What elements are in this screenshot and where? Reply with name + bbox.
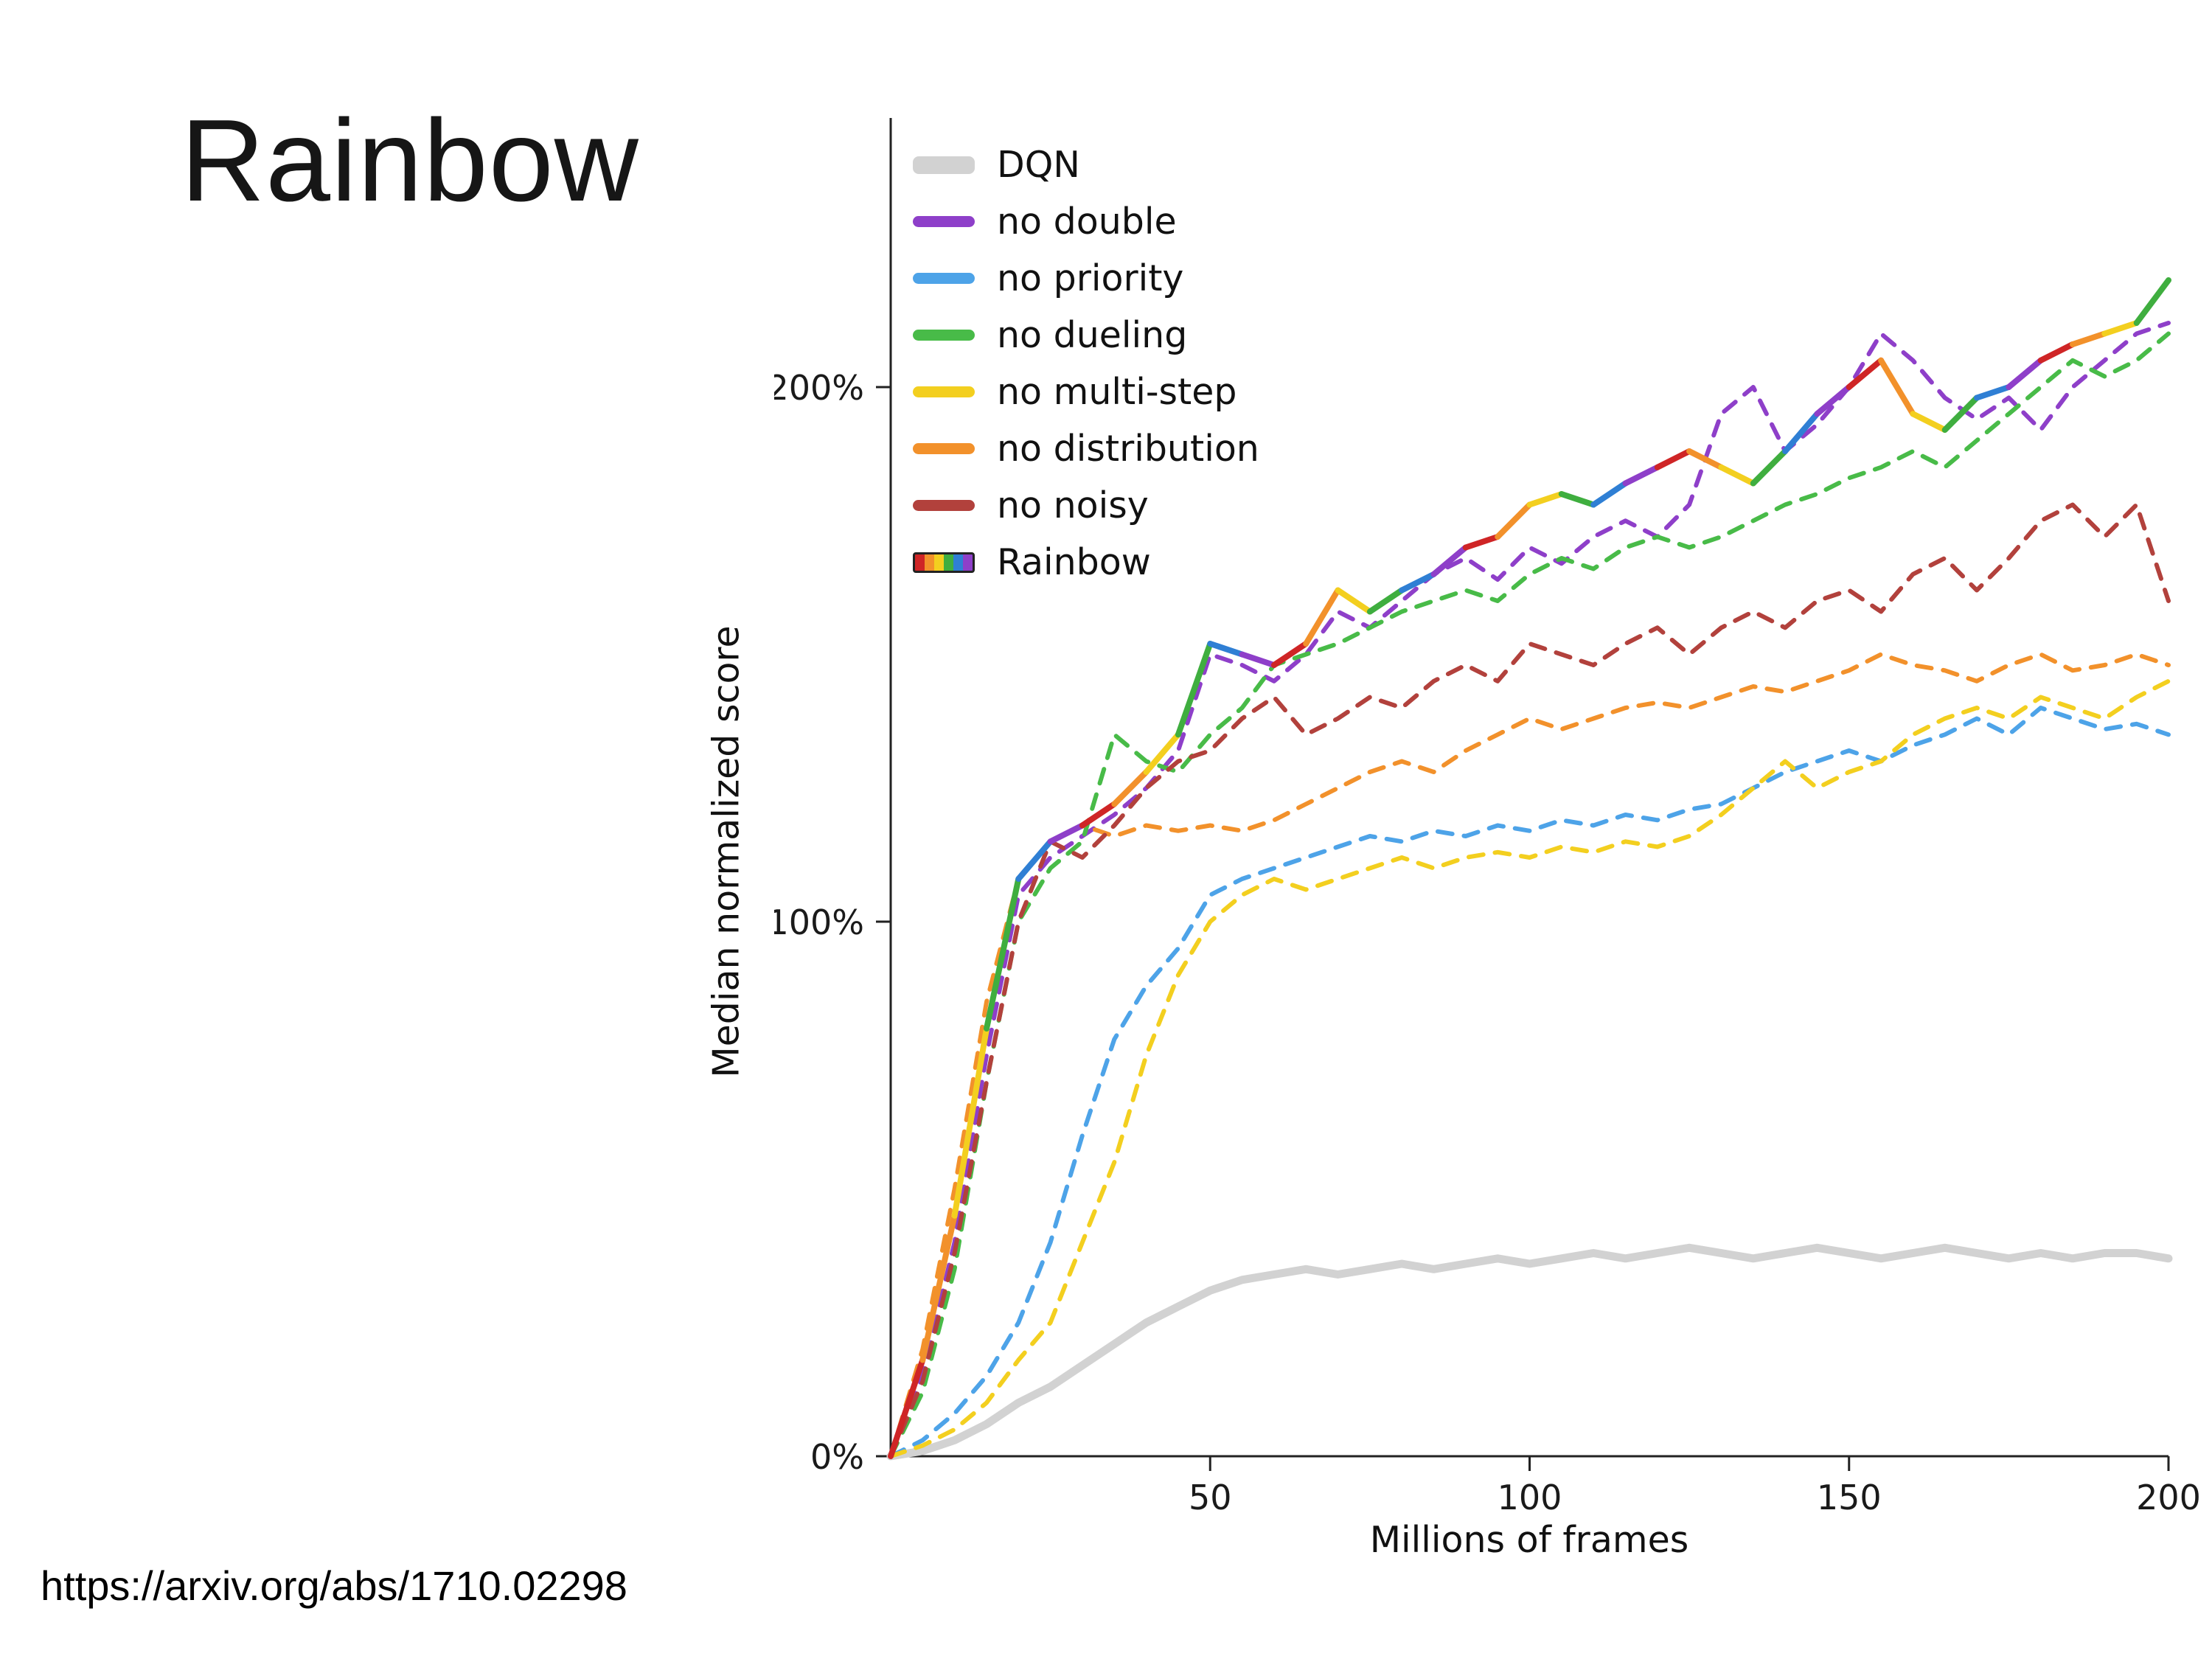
legend-swatch xyxy=(913,552,975,573)
source-url-link[interactable]: https://arxiv.org/abs/1710.02298 xyxy=(41,1562,627,1609)
legend-label: no distribution xyxy=(997,428,1259,470)
x-tick-label: 150 xyxy=(1817,1478,1882,1517)
legend-label: no multi-step xyxy=(997,371,1237,413)
series-line-rainbow xyxy=(1270,641,1310,668)
legend-label: no noisy xyxy=(997,484,1149,526)
legend-swatch xyxy=(913,216,975,227)
legend-swatch xyxy=(913,156,975,174)
series-line-no-noisy xyxy=(888,502,2171,1458)
series-line-rainbow xyxy=(1750,448,1789,487)
legend-label: Rainbow xyxy=(997,541,1151,583)
series-line-rainbow xyxy=(1590,480,1629,508)
legend-swatch xyxy=(913,330,975,341)
series-line-rainbow xyxy=(1654,448,1693,470)
legend-item: no distribution xyxy=(913,428,1259,470)
series-line-rainbow xyxy=(984,876,1022,1032)
chart-legend: DQN no double no priority no dueling no mult… xyxy=(913,144,1259,583)
legend-swatch xyxy=(913,386,975,397)
series-line-rainbow xyxy=(1047,822,1085,845)
series-line-rainbow xyxy=(1846,357,1885,390)
legend-swatch xyxy=(913,443,975,454)
legend-item: Rainbow xyxy=(913,541,1259,583)
series-line-rainbow xyxy=(2133,277,2171,326)
series-line-rainbow xyxy=(1079,801,1118,829)
series-line-rainbow xyxy=(1303,587,1341,647)
legend-label: DQN xyxy=(997,144,1080,186)
legend-item: no multi-step xyxy=(913,371,1259,413)
legend-label: no dueling xyxy=(997,314,1188,356)
series-line-rainbow xyxy=(1430,544,1469,577)
series-line-no-priority xyxy=(888,706,2171,1458)
series-line-rainbow xyxy=(1399,571,1437,594)
y-tick-label: 0% xyxy=(810,1437,864,1477)
series-line-rainbow xyxy=(1910,411,1948,433)
legend-item: no noisy xyxy=(913,484,1259,526)
x-tick-label: 50 xyxy=(1189,1478,1232,1517)
series-line-rainbow xyxy=(2037,341,2076,364)
legend-swatch xyxy=(913,500,975,511)
series-line-rainbow xyxy=(1111,769,1150,807)
series-line-rainbow xyxy=(2006,357,2044,390)
x-axis-label: Millions of frames xyxy=(1369,1519,1689,1561)
x-tick-label: 100 xyxy=(1498,1478,1562,1517)
series-line-rainbow xyxy=(1878,357,1916,417)
series-line-rainbow xyxy=(1495,501,1533,540)
series-line-rainbow xyxy=(1718,464,1756,487)
series-line-no-distribution xyxy=(888,652,2171,1458)
series-line-rainbow xyxy=(2070,330,2108,347)
series-line-rainbow xyxy=(1239,651,1277,668)
legend-label: no double xyxy=(997,201,1177,243)
series-line-dqn xyxy=(886,1243,2173,1461)
series-line-rainbow xyxy=(2101,320,2140,337)
series-line-rainbow xyxy=(1622,464,1660,487)
series-line-rainbow xyxy=(1015,838,1054,882)
series-line-no-dueling xyxy=(888,331,2171,1458)
series-line-no-double xyxy=(888,321,2171,1458)
series-line-rainbow xyxy=(1941,394,1980,433)
x-tick-label: 200 xyxy=(2136,1478,2201,1517)
legend-swatch xyxy=(913,273,975,284)
legend-label: no priority xyxy=(997,257,1184,299)
series-line-rainbow xyxy=(1462,534,1501,551)
legend-item: DQN xyxy=(913,144,1259,186)
series-line-no-multi-step xyxy=(888,678,2171,1458)
slide-title: Rainbow xyxy=(181,96,639,226)
series-line-rainbow xyxy=(919,1212,958,1363)
series-line-rainbow xyxy=(951,1026,990,1219)
legend-item: no priority xyxy=(913,257,1259,299)
y-tick-label: 100% xyxy=(774,902,864,942)
legend-item: no dueling xyxy=(913,314,1259,356)
series-line-rainbow xyxy=(1143,731,1181,775)
series-line-rainbow xyxy=(1366,587,1405,615)
y-tick-label: 200% xyxy=(774,368,864,408)
series-line-rainbow xyxy=(888,1357,926,1459)
series-line-rainbow xyxy=(1814,384,1852,417)
series-line-rainbow xyxy=(1782,411,1820,454)
series-line-rainbow xyxy=(1526,491,1565,508)
series-line-rainbow xyxy=(1175,641,1214,738)
series-line-rainbow xyxy=(1558,491,1597,508)
series-line-rainbow xyxy=(1686,448,1725,470)
series-line-rainbow xyxy=(1335,587,1373,615)
series-line-rainbow xyxy=(1207,641,1245,658)
series-line-rainbow xyxy=(1974,384,2012,401)
line-chart-canvas: 0% 100% 200% 50 100 150 200 xyxy=(774,118,2201,1517)
y-axis-label: Median normalized score xyxy=(705,625,748,1078)
legend-item: no double xyxy=(913,201,1259,243)
